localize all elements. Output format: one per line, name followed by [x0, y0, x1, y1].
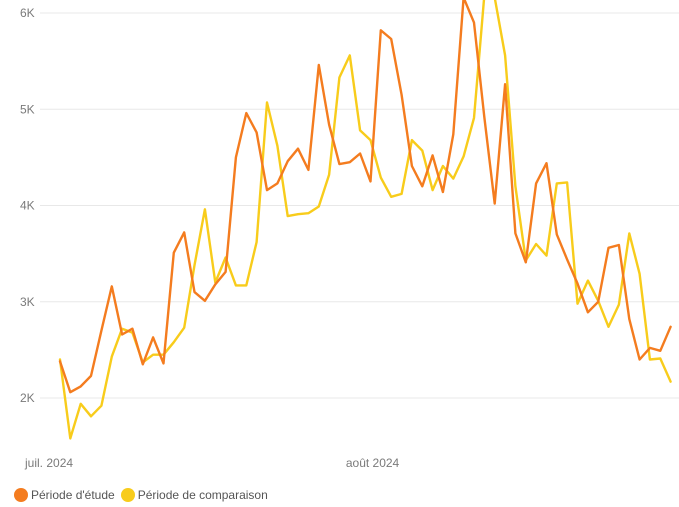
legend-dot-study-period — [14, 488, 28, 502]
legend-item-study-period[interactable]: Période d'étude — [14, 488, 115, 502]
legend-label-study-period: Période d'étude — [31, 488, 115, 502]
x-tick-label: juil. 2024 — [24, 456, 73, 470]
y-tick-label: 3K — [20, 295, 35, 309]
x-tick-label: août 2024 — [346, 456, 400, 470]
series-line-comparison-period — [58, 0, 672, 440]
y-tick-label: 2K — [20, 391, 35, 405]
y-tick-label: 4K — [20, 199, 35, 213]
legend: Période d'étude Période de comparaison — [14, 486, 274, 504]
y-tick-label: 6K — [20, 6, 35, 20]
y-tick-label: 5K — [20, 102, 35, 116]
series-line-study-period — [58, 0, 672, 394]
legend-label-comparison-period: Période de comparaison — [137, 488, 268, 502]
gridlines — [40, 12, 679, 399]
legend-dot-comparison-period — [120, 488, 135, 502]
series-lines — [58, 0, 672, 440]
x-axis-ticks: juil. 2024 août 2024 — [24, 456, 400, 470]
legend-item-comparison-period[interactable]: Période de comparaison — [120, 488, 268, 502]
y-axis-ticks: 2K 3K 4K 5K 6K — [20, 6, 35, 405]
